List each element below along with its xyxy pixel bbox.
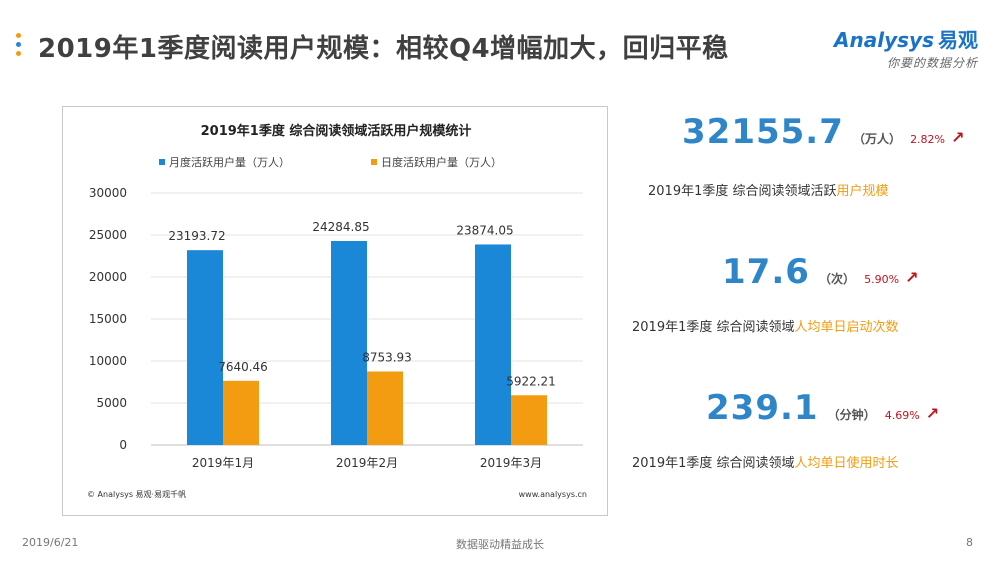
kpi-launches-unit: （次） xyxy=(818,272,855,286)
bar-daily-active xyxy=(511,395,547,445)
kpi-duration-desc-text: 2019年1季度 综合阅读领域 xyxy=(632,456,795,471)
kpi-launches-desc: 2019年1季度 综合阅读领域人均单日启动次数 xyxy=(632,316,899,335)
kpi-launches-value: 17.6 xyxy=(722,252,810,292)
trend-up-arrow-icon: ↗ xyxy=(951,128,965,147)
brand-name: Analysys xyxy=(834,28,934,52)
trend-up-arrow-icon: ↗ xyxy=(905,268,919,287)
x-tick-label: 2019年1月 xyxy=(192,456,254,470)
kpi-users-value: 32155.7 xyxy=(682,112,844,152)
dot-3 xyxy=(16,51,21,56)
title-bullet-dots xyxy=(16,33,22,60)
y-tick-label: 10000 xyxy=(89,354,127,368)
data-label: 23193.72 xyxy=(168,229,225,243)
bar-monthly-active xyxy=(475,244,511,445)
chart-site: www.analysys.cn xyxy=(519,490,587,499)
kpi-duration-change: 4.69% xyxy=(884,409,920,422)
kpi-duration-desc: 2019年1季度 综合阅读领域人均单日使用时长 xyxy=(632,452,899,471)
x-tick-label: 2019年2月 xyxy=(336,456,398,470)
brand-name-cn: 易观 xyxy=(938,28,978,52)
footer-page-number: 8 xyxy=(966,536,973,549)
legend-swatch-monthly xyxy=(159,159,165,165)
bars-layer xyxy=(187,241,547,445)
brand-name-row: Analysys 易观 xyxy=(834,24,978,53)
brand-logo: Analysys 易观 你要的数据分析 xyxy=(834,24,978,71)
trend-up-arrow-icon: ↗ xyxy=(925,404,940,423)
kpi-duration-value: 239.1 xyxy=(706,388,819,428)
slide-title: 2019年1季度阅读用户规模：相较Q4增幅加大，回归平稳 xyxy=(38,34,729,64)
footer-date: 2019/6/21 xyxy=(22,536,79,549)
data-label: 7640.46 xyxy=(218,360,268,374)
chart-source: © Analysys 易观·易观千帆 xyxy=(87,489,186,499)
kpi-launches-change: 5.90% xyxy=(864,273,900,286)
bar-chart: 2019年1季度 综合阅读领域活跃用户规模统计 月度活跃用户量（万人） 日度活跃… xyxy=(87,123,587,499)
chart-legend: 月度活跃用户量（万人） 日度活跃用户量（万人） xyxy=(159,155,502,169)
y-tick-label: 25000 xyxy=(89,228,127,242)
kpi-duration-desc-highlight: 人均单日使用时长 xyxy=(794,456,899,471)
brand-tagline: 你要的数据分析 xyxy=(886,56,978,70)
y-tick-label: 20000 xyxy=(89,270,127,284)
chart-panel: 2019年1季度 综合阅读领域活跃用户规模统计 月度活跃用户量（万人） 日度活跃… xyxy=(62,106,608,516)
data-label: 23874.05 xyxy=(456,223,513,237)
labels-layer: 23193.72 7640.46 2019年1月 24284.85 8753.93 201… xyxy=(168,220,555,470)
kpi-launches-desc-highlight: 人均单日启动次数 xyxy=(794,320,899,335)
kpi-users: 32155.7 （万人） 2.82% ↗ xyxy=(682,112,965,152)
dot-1 xyxy=(16,33,21,38)
kpi-launches: 17.6 （次） 5.90% ↗ xyxy=(722,252,919,292)
kpi-duration-unit: （分钟） xyxy=(827,408,876,422)
dot-2 xyxy=(16,42,21,47)
legend-label-monthly: 月度活跃用户量（万人） xyxy=(169,155,290,169)
chart-title: 2019年1季度 综合阅读领域活跃用户规模统计 xyxy=(201,123,472,139)
kpi-users-unit: （万人） xyxy=(852,132,901,146)
data-label: 5922.21 xyxy=(506,374,556,388)
kpi-users-desc-highlight: 用户规模 xyxy=(836,184,889,199)
data-label: 24284.85 xyxy=(312,220,369,234)
kpi-users-desc-text: 2019年1季度 综合阅读领域活跃 xyxy=(648,184,837,199)
bar-daily-active xyxy=(223,380,259,445)
kpi-users-desc: 2019年1季度 综合阅读领域活跃用户规模 xyxy=(648,180,889,199)
bar-monthly-active xyxy=(331,241,367,445)
legend-swatch-daily xyxy=(371,159,377,165)
bar-monthly-active xyxy=(187,250,223,445)
legend-label-daily: 日度活跃用户量（万人） xyxy=(381,155,502,169)
y-tick-label: 5000 xyxy=(96,396,127,410)
footer-slogan: 数据驱动精益成长 xyxy=(456,538,544,551)
kpi-duration: 239.1 （分钟） 4.69% ↗ xyxy=(706,388,939,428)
bar-daily-active xyxy=(367,371,403,445)
data-label: 8753.93 xyxy=(362,350,412,364)
y-tick-label: 30000 xyxy=(89,186,127,200)
kpi-launches-desc-text: 2019年1季度 综合阅读领域 xyxy=(632,320,795,335)
y-tick-label: 15000 xyxy=(89,312,127,326)
y-tick-label: 0 xyxy=(119,438,127,452)
x-tick-label: 2019年3月 xyxy=(480,456,542,470)
kpi-users-change: 2.82% xyxy=(910,133,946,146)
